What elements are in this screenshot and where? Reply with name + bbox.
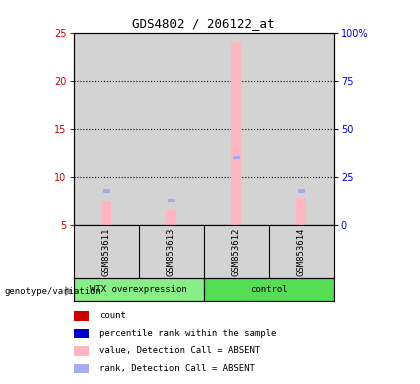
Bar xyxy=(74,329,89,338)
Text: genotype/variation: genotype/variation xyxy=(4,286,101,296)
Bar xyxy=(74,364,89,373)
Bar xyxy=(74,311,89,321)
Bar xyxy=(168,199,175,202)
Text: GSM853611: GSM853611 xyxy=(102,227,110,276)
Bar xyxy=(233,156,240,159)
Title: GDS4802 / 206122_at: GDS4802 / 206122_at xyxy=(132,17,275,30)
Text: GSM853612: GSM853612 xyxy=(232,227,241,276)
Text: control: control xyxy=(250,285,288,295)
Bar xyxy=(296,198,307,225)
Text: percentile rank within the sample: percentile rank within the sample xyxy=(99,329,276,338)
Bar xyxy=(102,189,110,193)
Bar xyxy=(166,210,176,225)
Bar xyxy=(204,278,334,301)
Bar xyxy=(298,189,305,193)
Text: GSM853613: GSM853613 xyxy=(167,227,176,276)
Bar xyxy=(74,346,89,356)
Text: GSM853614: GSM853614 xyxy=(297,227,306,276)
Text: rank, Detection Call = ABSENT: rank, Detection Call = ABSENT xyxy=(99,364,255,373)
Text: value, Detection Call = ABSENT: value, Detection Call = ABSENT xyxy=(99,346,260,356)
Bar xyxy=(74,278,204,301)
Text: count: count xyxy=(99,311,126,321)
Text: WTX overexpression: WTX overexpression xyxy=(90,285,187,295)
Bar xyxy=(101,201,111,225)
Polygon shape xyxy=(65,286,73,296)
Bar xyxy=(231,42,242,225)
